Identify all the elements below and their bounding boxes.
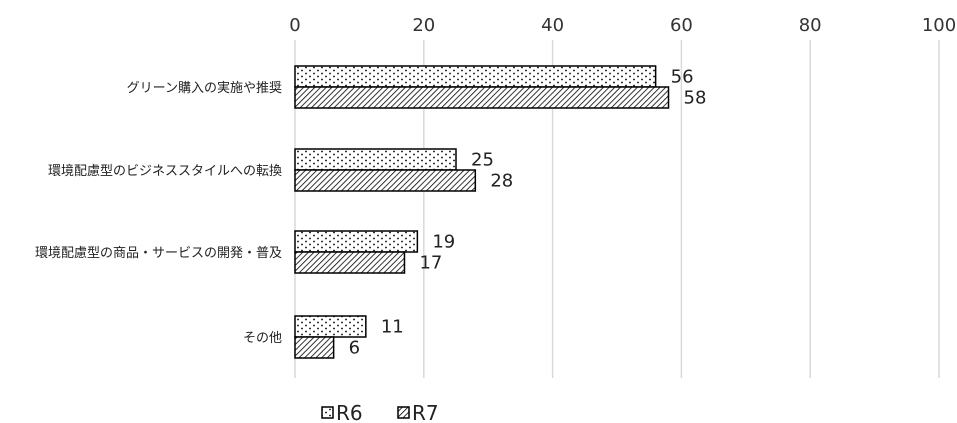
data-label-r7: 58 <box>684 88 707 109</box>
bar-r6 <box>294 148 457 171</box>
data-label-r6: 25 <box>471 150 494 171</box>
category-label: その他 <box>243 331 282 346</box>
bar-r7 <box>294 251 406 274</box>
x-tick-label: 0 <box>289 15 300 36</box>
legend-swatch-r6 <box>321 406 334 419</box>
legend: R6 R7 <box>321 401 439 423</box>
x-tick-label: 40 <box>541 15 564 36</box>
data-label-r6: 56 <box>671 67 694 88</box>
data-label-r6: 19 <box>432 232 455 253</box>
legend-swatch-r7 <box>397 406 410 419</box>
bar-r7 <box>294 86 670 109</box>
data-label-r7: 17 <box>419 253 442 274</box>
bar-r6 <box>294 315 367 338</box>
legend-label-r7: R7 <box>412 401 439 423</box>
x-tick-label: 20 <box>412 15 435 36</box>
bars <box>294 65 670 359</box>
x-tick-label: 80 <box>799 15 822 36</box>
x-tick-label: 60 <box>670 15 693 36</box>
data-label-r7: 6 <box>349 338 360 359</box>
data-label-r6: 11 <box>381 317 404 338</box>
data-labels: 56 25 19 11 58 28 17 6 <box>349 67 707 359</box>
data-label-r7: 28 <box>490 171 513 192</box>
x-tick-label: 100 <box>922 15 956 36</box>
category-label: グリーン購入の実施や推奨 <box>127 80 282 96</box>
bar-r6 <box>294 230 419 253</box>
category-labels: グリーン購入の実施や推奨環境配慮型のビジネススタイルへの転換環境配慮型の商品・サ… <box>35 80 282 346</box>
bar-r6 <box>294 65 657 88</box>
x-axis-ticks: 0 20 40 60 80 100 <box>289 15 956 36</box>
legend-label-r6: R6 <box>336 401 363 423</box>
bar-r7 <box>294 169 477 192</box>
bar-r7 <box>294 336 335 359</box>
category-label: 環境配慮型のビジネススタイルへの転換 <box>48 164 282 179</box>
category-label: 環境配慮型の商品・サービスの開発・普及 <box>35 246 282 261</box>
